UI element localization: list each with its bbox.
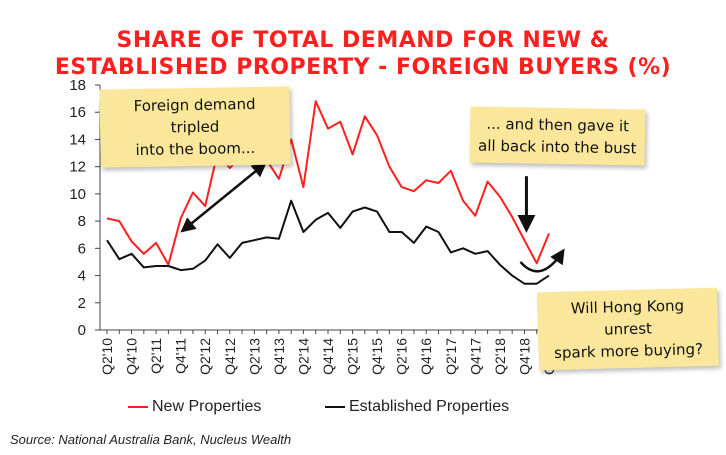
chart-title-line2: ESTABLISHED PROPERTY - FOREIGN BUYERS (%…	[54, 55, 672, 80]
chart-title-line1: SHARE OF TOTAL DEMAND FOR NEW &	[116, 28, 610, 53]
annotation-hk-line1: Will Hong Kong unrest	[570, 296, 685, 339]
legend-new-properties: New Properties	[128, 398, 261, 416]
y-tick-label: 4	[78, 268, 86, 285]
y-tick-label: 0	[78, 322, 86, 339]
y-tick-label: 8	[78, 213, 86, 230]
y-tick-label: 6	[78, 240, 86, 257]
x-tick-label: Q2'15	[345, 338, 361, 375]
source-note: Source: National Australia Bank, Nucleus…	[10, 432, 292, 447]
x-tick-label: Q4'12	[222, 338, 238, 375]
y-tick-label: 16	[69, 104, 86, 121]
x-tick-label: Q4'16	[418, 338, 434, 375]
x-tick-label: Q4'17	[467, 338, 483, 375]
hong-kong-curve-arrow	[519, 248, 565, 273]
annotation-boom: Foreign demand tripled into the boom...	[99, 86, 291, 168]
x-tick-label: Q4'18	[516, 338, 532, 375]
x-tick-label: Q2'14	[295, 338, 311, 375]
legend-label-established: Established Properties	[349, 398, 510, 415]
y-tick-label: 12	[69, 159, 86, 176]
annotation-boom-line1: Foreign demand tripled	[133, 94, 256, 137]
annotation-boom-line2: into the boom...	[135, 138, 256, 160]
boom-double-arrow	[180, 162, 267, 233]
x-tick-label: Q4'13	[271, 338, 287, 375]
y-tick-label: 14	[69, 131, 86, 148]
y-tick-label: 18	[69, 77, 86, 94]
annotation-bust: ... and then gave it all back into the b…	[469, 106, 646, 166]
x-tick-label: Q2'11	[148, 338, 164, 374]
x-tick-label: Q2'18	[492, 338, 508, 375]
legend-label-new: New Properties	[152, 398, 262, 415]
x-tick-label: Q2'13	[246, 338, 262, 375]
y-tick-label: 10	[69, 186, 86, 203]
legend-swatch-new	[128, 406, 148, 408]
annotation-hk-line2: spark more buying?	[553, 340, 704, 362]
x-tick-label: Q2'16	[394, 338, 410, 375]
annotation-bust-line2: all back into the bust	[477, 136, 637, 158]
legend-swatch-established	[325, 406, 345, 408]
x-tick-label: Q2'17	[443, 338, 459, 375]
series-line-established-properties	[106, 199, 550, 285]
x-tick-label: Q4'14	[320, 338, 336, 375]
x-tick-label: Q4'11	[173, 338, 189, 374]
x-tick-label: Q2'10	[99, 338, 115, 375]
x-tick-label: Q4'15	[369, 338, 385, 375]
x-tick-label: Q2'12	[197, 338, 213, 375]
annotation-hong-kong: Will Hong Kong unrest spark more buying?	[537, 287, 719, 371]
annotation-bust-line1: ... and then gave it	[486, 114, 630, 136]
y-tick-label: 2	[78, 295, 86, 312]
legend-established-properties: Established Properties	[325, 398, 509, 416]
x-tick-label: Q4'10	[124, 338, 140, 375]
